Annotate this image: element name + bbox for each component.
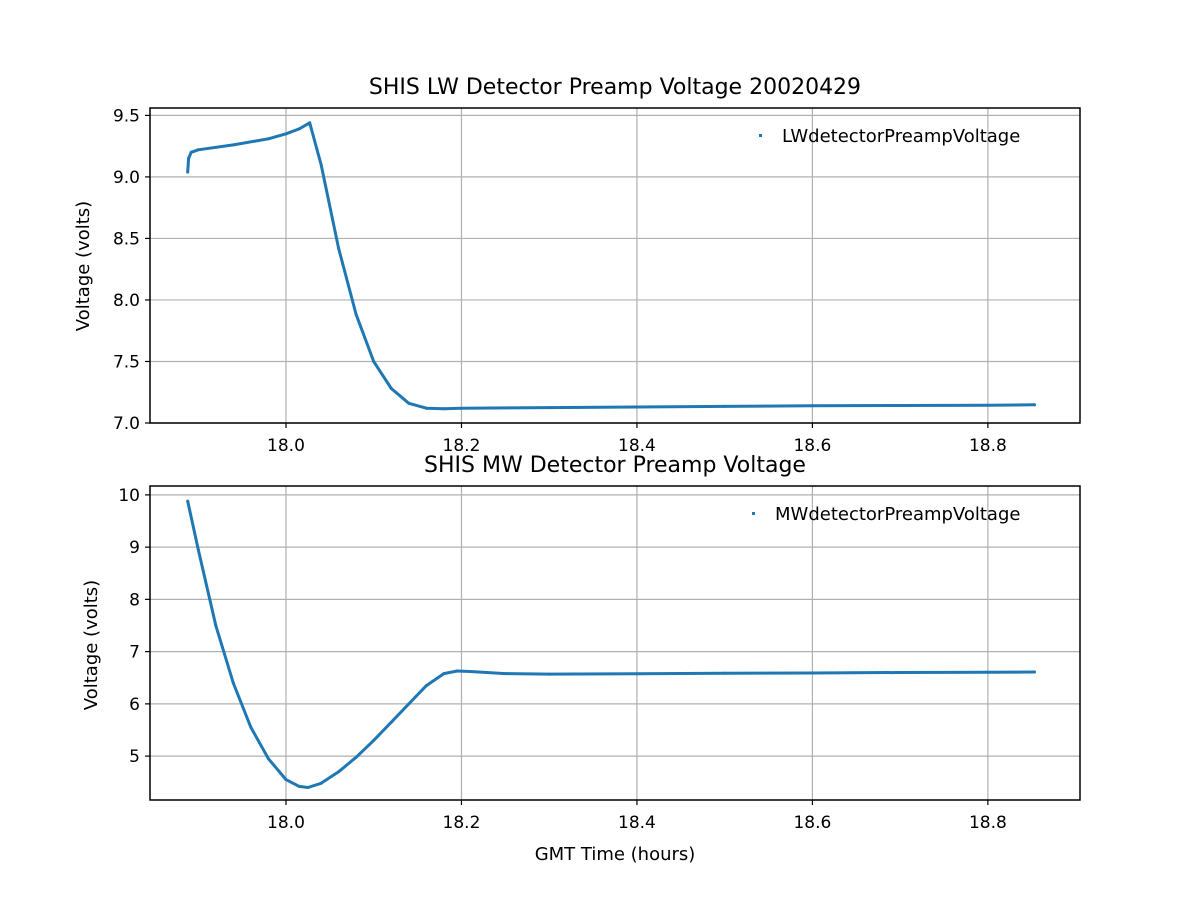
mw-data-point (297, 784, 301, 788)
lw-x-axis: 18.0 18.2 18.4 18.6 18.8 (267, 423, 1007, 456)
lw-data-point (723, 404, 727, 408)
lw-x-tick-label: 18.0 (267, 436, 305, 456)
lw-y-tick-label: 7.0 (113, 414, 140, 434)
mw-data-point (214, 624, 218, 627)
lw-data-point (284, 132, 288, 136)
lw-data-point (460, 406, 463, 410)
lw-legend-marker (759, 134, 762, 137)
mw-plot-frame (149, 485, 1081, 801)
mw-data-point (196, 548, 200, 552)
mw-x-tick-label: 18.0 (267, 813, 305, 833)
lw-y-tick-label: 8.5 (113, 229, 140, 249)
lw-data-point (635, 405, 639, 409)
mw-y-tick-label: 5 (129, 747, 140, 767)
mw-data-point (1032, 670, 1036, 674)
mw-data-point (389, 720, 393, 724)
mw-data-point (266, 757, 270, 761)
mw-legend: MWdetectorPreampVoltage (752, 504, 1020, 525)
lw-legend: LWdetectorPreampVoltage (759, 126, 1020, 147)
mw-data-point (319, 781, 323, 785)
mw-legend-label: MWdetectorPreampVoltage (775, 504, 1020, 525)
mw-data-point (306, 786, 310, 789)
mw-data-point (424, 684, 428, 688)
mw-y-tick-label: 7 (129, 643, 140, 663)
lw-data-point (424, 406, 428, 410)
mw-data-point (547, 672, 551, 676)
lw-data-point (187, 156, 191, 160)
lw-plot-frame (149, 107, 1081, 424)
mw-y-tick-label: 10 (118, 486, 140, 506)
lw-data-point (231, 143, 235, 147)
mw-data-point (354, 755, 358, 759)
mw-x-axis: 18.0 18.2 18.4 18.6 18.8 (267, 800, 1007, 833)
lw-data-point (547, 406, 551, 410)
lw-legend-label: LWdetectorPreampVoltage (782, 126, 1020, 147)
mw-y-tick-label: 8 (129, 590, 140, 610)
lw-data-point (389, 387, 393, 390)
lw-y-tick-label: 9.0 (113, 168, 140, 188)
lw-series-group (186, 121, 1036, 411)
mw-y-axis-label: Voltage (volts) (81, 580, 102, 710)
lw-data-point (810, 404, 814, 408)
lw-data-point (442, 407, 446, 411)
mw-data-point (503, 672, 507, 676)
mw-legend-marker (752, 512, 755, 515)
mw-x-tick-label: 18.2 (443, 813, 481, 833)
lw-x-tick-label: 18.6 (793, 436, 831, 456)
lw-y-axis: 7.0 7.5 8.0 8.5 9.0 9.5 (113, 106, 150, 434)
mw-data-point (442, 672, 446, 676)
mw-data-point (337, 770, 341, 774)
lw-voltage-chart: 18.0 18.2 18.4 18.6 18.8 7.07.58.08.59.09.5 … (73, 75, 1081, 456)
lw-x-tick-label: 18.8 (969, 436, 1007, 456)
mw-voltage-chart: 18.0 18.2 18.4 18.6 18.8 5 6 7 8 9 10 SHIS MW Det… (81, 453, 1081, 865)
lw-data-point (337, 246, 341, 250)
mw-x-axis-label: GMT Time (hours) (535, 844, 696, 865)
mw-data-point (372, 738, 376, 742)
mw-grid (150, 486, 1080, 800)
mw-data-point (635, 672, 639, 676)
lw-data-point (189, 150, 193, 154)
mw-y-axis: 5 6 7 8 9 10 (118, 486, 150, 767)
lw-data-point (354, 313, 358, 317)
mw-y-tick-label: 9 (129, 538, 140, 558)
mw-series-group (186, 499, 1036, 789)
mw-data-point (468, 670, 472, 673)
lw-y-tick-label: 8.0 (113, 291, 140, 311)
mw-data-point (249, 725, 253, 729)
lw-y-tick-label: 7.5 (113, 352, 140, 372)
mw-data-point (898, 671, 902, 674)
lw-x-tick-label: 18.2 (443, 436, 481, 456)
lw-data-point (1032, 403, 1036, 407)
lw-data-point (372, 360, 376, 363)
mw-data-point (186, 499, 190, 503)
mw-y-tick-label: 6 (129, 695, 140, 715)
mw-data-point (810, 671, 814, 675)
mw-x-tick-label: 18.6 (793, 813, 831, 833)
lw-data-point (407, 401, 411, 405)
mw-data-point (407, 702, 411, 706)
mw-data-point (986, 670, 990, 674)
lw-data-point (196, 148, 200, 152)
lw-data-point (319, 163, 323, 167)
lw-x-tick-label: 18.4 (618, 436, 656, 456)
mw-data-point (723, 671, 727, 675)
lw-data-point (898, 404, 902, 407)
lw-data-point (308, 121, 312, 125)
mw-chart-title: SHIS MW Detector Preamp Voltage (424, 453, 806, 478)
lw-y-axis-label: Voltage (volts) (73, 201, 94, 331)
mw-data-point (284, 778, 288, 782)
lw-grid (150, 108, 1080, 424)
lw-data-point (986, 403, 990, 407)
lw-chart-title: SHIS LW Detector Preamp Voltage 20020429 (369, 75, 861, 100)
mw-data-point (455, 669, 459, 673)
lw-data-point (297, 127, 301, 131)
mw-data-point (231, 681, 235, 685)
lw-y-tick-label: 9.5 (113, 106, 140, 126)
mw-x-tick-label: 18.4 (618, 813, 656, 833)
lw-data-point (266, 137, 270, 141)
lw-data-point (186, 170, 190, 174)
mw-x-tick-label: 18.8 (969, 813, 1007, 833)
